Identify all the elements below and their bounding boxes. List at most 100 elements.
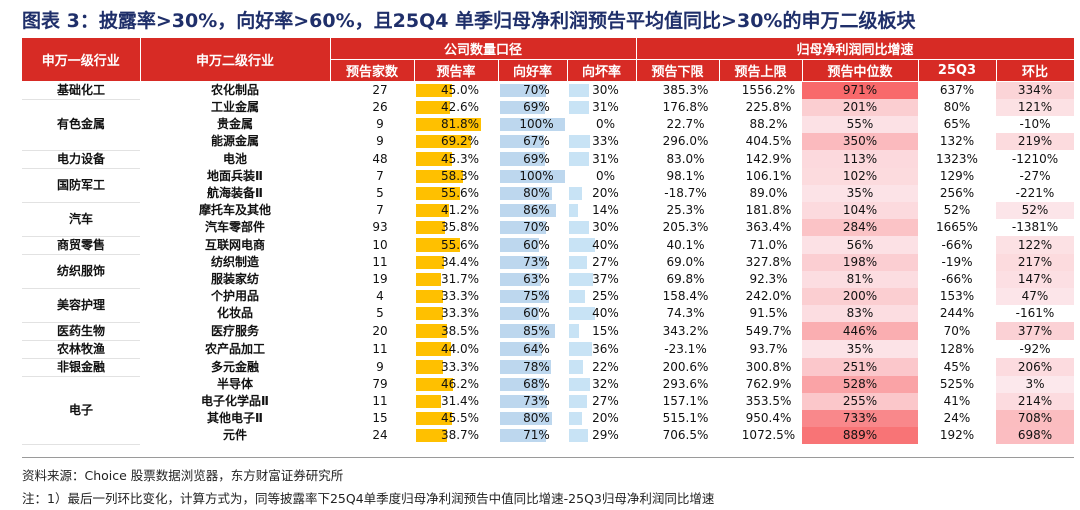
good-cell-fill [500, 256, 547, 269]
rate-cell-value: 33.3% [440, 289, 480, 303]
q3-cell: -66% [941, 237, 973, 252]
rate-cell-value: 41.2% [440, 203, 480, 217]
bad-cell-value: 30% [592, 82, 619, 97]
hb-cell: 214% [996, 393, 1074, 410]
rate-cell: 44.0% [414, 340, 498, 358]
rate-cell-fill [416, 395, 441, 408]
mid-cell: 528% [802, 376, 918, 393]
rate-cell-fill [416, 342, 451, 356]
header-low: 预告下限 [636, 59, 720, 82]
high-cell: 549.7% [745, 323, 792, 338]
good-cell: 80% [498, 185, 567, 202]
count-cell: 15 [372, 411, 388, 425]
industry-level2: 电池 [222, 151, 247, 166]
bad-cell-value: 40% [592, 237, 619, 252]
good-cell-value: 67% [523, 134, 550, 148]
bad-cell: 25% [567, 288, 636, 305]
good-cell: 73% [498, 254, 567, 271]
header-hb: 环比 [996, 59, 1075, 82]
mid-cell: 251% [802, 358, 918, 376]
bad-cell: 27% [567, 254, 636, 271]
q3-cell: 1665% [936, 220, 978, 234]
good-cell: 100% [498, 168, 567, 185]
bad-cell-fill [569, 238, 595, 252]
bad-cell-value: 36% [592, 341, 619, 356]
header-mid: 预告中位数 [802, 59, 919, 82]
low-cell: 69.0% [666, 255, 705, 269]
rate-cell: 46.2% [414, 376, 498, 393]
industry-level2: 医疗服务 [210, 323, 259, 338]
low-cell: 69.8% [666, 272, 705, 286]
rate-cell: 38.5% [414, 322, 498, 340]
high-cell: 762.9% [745, 377, 792, 391]
good-cell-fill [500, 204, 556, 217]
bad-cell-value: 25% [592, 289, 619, 303]
count-cell: 11 [372, 255, 388, 269]
hb-cell: -1381% [996, 219, 1074, 236]
hb-cell: 334% [996, 81, 1074, 99]
count-cell: 19 [372, 272, 388, 286]
bad-cell-fill [569, 307, 595, 320]
table-row: 有色金属 工业金属 26 42.6% 69% 31% 176.8% 225.8% 201% 80%… [22, 99, 1074, 151]
bad-cell: 37% [567, 271, 636, 288]
table-row: 纺织服饰 纺织制造 11 34.4% 73% 27% 69.0% 327.8% 198% -19%… [22, 254, 1074, 289]
high-cell: 1072.5% [741, 428, 796, 442]
good-cell: 64% [498, 340, 567, 358]
good-cell-fill [500, 378, 544, 391]
good-cell-value: 100% [519, 169, 554, 183]
bad-cell-value: 0% [595, 169, 616, 183]
high-cell: 353.5% [745, 394, 792, 408]
high-cell: 71.0% [749, 237, 788, 252]
hb-cell: -92% [996, 340, 1074, 358]
good-cell: 70% [498, 81, 567, 99]
header-q3: 25Q3 [918, 59, 997, 82]
good-cell-fill [500, 342, 542, 356]
good-cell-fill [500, 221, 546, 234]
table-row: 汽车零部件 93 35.8% 70% 30% 205.3% 363.4% 284% 1665% -… [22, 219, 1074, 236]
table-row: 电子化学品Ⅱ 11 31.4% 73% 27% 157.1% 353.5% 255% 41% 21… [22, 393, 1074, 410]
high-cell: 106.1% [745, 169, 792, 183]
industry-level2: 能源金属 [210, 134, 259, 148]
bad-cell-value: 14% [592, 203, 619, 217]
good-cell-value: 86% [523, 203, 550, 217]
good-cell-value: 80% [523, 411, 550, 425]
good-cell-value: 75% [523, 289, 550, 303]
q3-cell: 1323% [936, 151, 978, 166]
mid-cell: 350% [802, 133, 918, 150]
good-cell-value: 71% [523, 428, 550, 442]
bad-cell: 31% [567, 150, 636, 168]
bad-cell: 22% [567, 358, 636, 376]
count-cell: 26 [372, 100, 388, 114]
high-cell: 181.8% [745, 203, 792, 217]
industry-level1: 农林牧渔 [22, 340, 140, 359]
low-cell: 83.0% [666, 151, 705, 166]
q3-cell: 41% [943, 394, 971, 408]
good-cell-value: 60% [523, 306, 550, 320]
low-cell: -23.1% [664, 341, 707, 356]
good-cell-fill [500, 324, 555, 338]
hb-cell: 708% [996, 410, 1074, 427]
industry-level2: 半导体 [216, 377, 253, 391]
good-cell-fill [500, 429, 546, 442]
q3-cell: -19% [941, 255, 973, 269]
good-cell: 73% [498, 393, 567, 410]
high-cell: 89.0% [749, 186, 788, 200]
bad-cell-fill [569, 187, 582, 200]
industry-level1: 电子 [22, 376, 140, 445]
good-cell-value: 73% [523, 255, 550, 269]
q3-cell: 52% [943, 203, 971, 217]
low-cell: 40.1% [666, 237, 705, 252]
rate-cell-value: 46.2% [440, 377, 480, 391]
good-cell: 70% [498, 219, 567, 236]
rate-cell-fill [416, 118, 481, 131]
mid-cell: 446% [802, 322, 918, 340]
table-row: 贵金属 9 81.8% 100% 0% 22.7% 88.2% 55% 65% -10% [22, 116, 1074, 133]
rate-cell-value: 55.6% [440, 186, 480, 200]
industry-level2: 多元金融 [210, 359, 259, 374]
low-cell: 515.1% [662, 411, 709, 425]
good-cell-value: 70% [523, 220, 550, 234]
good-cell-value: 73% [523, 394, 550, 408]
mid-cell: 55% [802, 116, 918, 133]
table-row: 能源金属 9 69.2% 67% 33% 296.0% 404.5% 350% 132% 219% [22, 133, 1074, 150]
high-cell: 88.2% [749, 117, 788, 131]
